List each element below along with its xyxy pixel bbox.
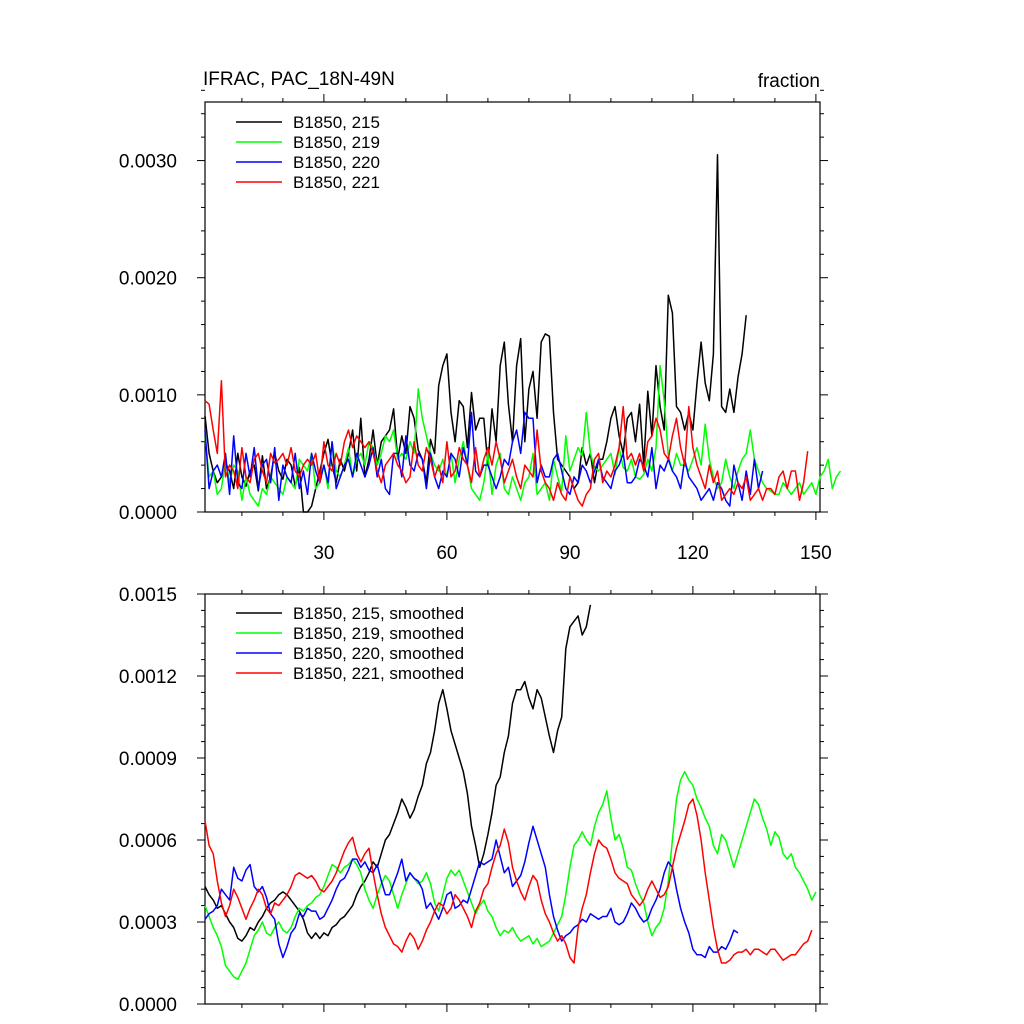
legend-label-1: B1850, 215, smoothed: [293, 604, 464, 623]
series-line-2: [204, 770, 817, 981]
series-line-4: [204, 380, 809, 507]
series-line-3: [204, 825, 739, 959]
legend-label-2: B1850, 219, smoothed: [293, 624, 464, 643]
chart-title: IFRAC, PAC_18N-49N: [203, 69, 395, 90]
legend-label-3: B1850, 220: [293, 153, 380, 172]
y-tick-label: 0.0003: [119, 913, 177, 934]
plot-frame: [204, 593, 821, 1005]
legend-label-1: B1850, 215: [293, 113, 380, 132]
y-tick-label: 0.0015: [119, 585, 177, 606]
y-tick-label: 0.0000: [119, 503, 177, 524]
y-tick-label: 0.0012: [119, 667, 177, 688]
legend-label-4: B1850, 221, smoothed: [293, 664, 464, 683]
legend-label-3: B1850, 220, smoothed: [293, 644, 464, 663]
x-tick-label: 30: [313, 543, 334, 564]
plot-frame: [204, 101, 821, 513]
units-label: fraction: [758, 71, 820, 92]
series-line-3: [204, 411, 764, 507]
series-line-1: [204, 604, 592, 942]
legend-label-4: B1850, 221: [293, 173, 380, 192]
x-tick-label: 120: [677, 543, 709, 564]
bottom-panel: 0.0000 0.0003 0.0006 0.0009 0.0012 0.0015 B185…: [119, 585, 828, 1016]
y-tick-label: 0.0010: [119, 386, 177, 407]
y-tick-label: 0.0000: [119, 995, 177, 1016]
x-tick-label: 150: [800, 543, 832, 564]
top-panel: 30 60 90 120 150 0.0000 0.0010 0.0020 0.0030 B185…: [119, 89, 842, 564]
y-tick-label: 0.0030: [119, 152, 177, 173]
y-tick-label: 0.0006: [119, 831, 177, 852]
series-line-4: [204, 798, 813, 964]
x-tick-label: 60: [436, 543, 457, 564]
legend-label-2: B1850, 219: [293, 133, 380, 152]
y-tick-label: 0.0020: [119, 269, 177, 290]
y-tick-label: 0.0009: [119, 749, 177, 770]
x-tick-label: 90: [559, 543, 580, 564]
